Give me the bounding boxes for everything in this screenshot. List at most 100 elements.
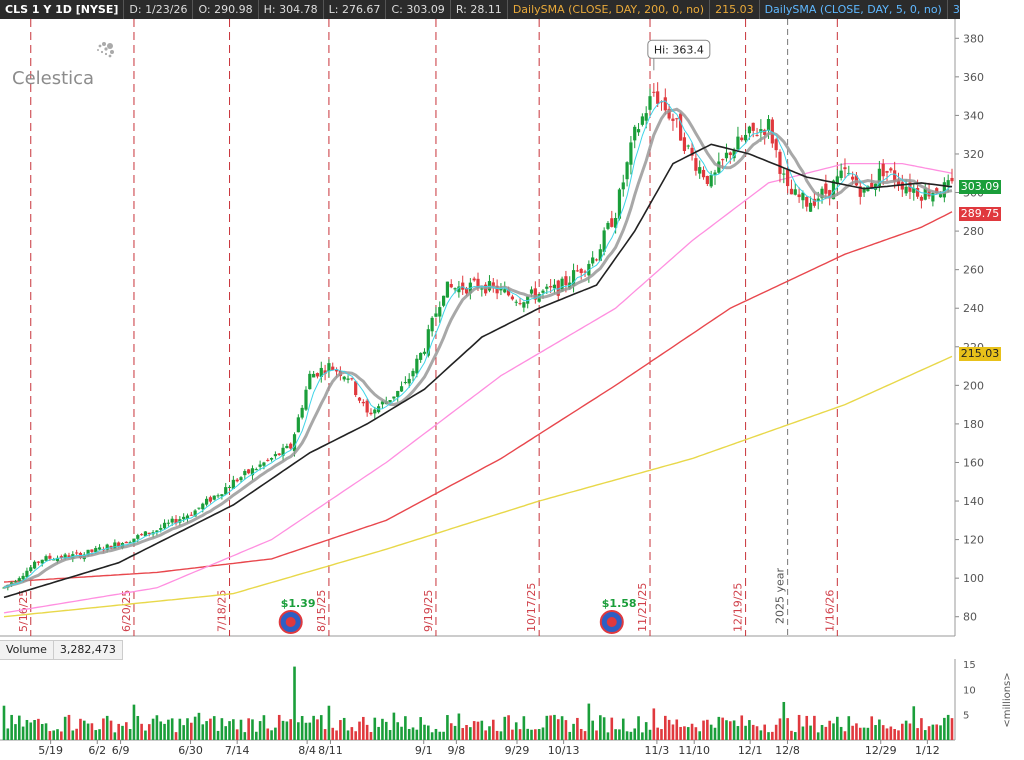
volume-bar — [629, 731, 633, 740]
volume-bar — [178, 718, 182, 740]
candle — [430, 316, 434, 337]
sma200-label[interactable]: DailySMA (CLOSE, DAY, 200, 0, no) — [508, 0, 711, 19]
volume-bar — [350, 727, 354, 740]
candle — [174, 515, 178, 526]
candle-body — [533, 288, 537, 300]
volume-bar — [878, 719, 881, 740]
candle — [736, 126, 740, 150]
candle-body — [269, 458, 274, 460]
candle-body — [289, 443, 293, 449]
candle — [140, 533, 144, 536]
volume-bar — [323, 729, 327, 740]
sma100-line — [3, 211, 953, 583]
candle-body — [759, 129, 763, 133]
candle-body — [239, 477, 243, 481]
candle-body — [789, 188, 794, 195]
candle — [40, 559, 44, 567]
volume-bar — [706, 719, 709, 740]
volume-bar — [415, 729, 419, 740]
candle-body — [75, 552, 79, 554]
volume-bar — [21, 726, 25, 740]
candle-body — [797, 194, 801, 198]
volume-bar — [434, 728, 438, 740]
volume-bar — [205, 721, 208, 740]
candle — [438, 301, 442, 324]
candle — [594, 258, 599, 262]
candle — [13, 579, 18, 583]
volume-bar — [151, 718, 155, 740]
candle-body — [942, 182, 946, 198]
candle-body — [843, 167, 847, 170]
candle — [701, 166, 706, 180]
candle-body — [713, 172, 717, 176]
candle — [227, 485, 232, 488]
candle — [640, 113, 644, 127]
candle — [434, 307, 438, 318]
candle-body — [201, 503, 205, 510]
candle-body — [851, 176, 855, 180]
candle — [617, 187, 622, 221]
candle-body — [602, 230, 606, 252]
candle-body — [426, 329, 430, 356]
candle-body — [571, 270, 576, 287]
candle — [606, 221, 610, 231]
volume-bar — [102, 718, 105, 740]
candle — [296, 414, 300, 433]
y-tick-label-240: 240 — [963, 302, 984, 315]
volume-bar — [446, 715, 449, 740]
candle — [824, 174, 828, 200]
candle — [407, 373, 411, 388]
candle-body — [782, 173, 786, 175]
symbol-label[interactable]: CLS 1 Y 1D [NYSE] — [0, 0, 125, 19]
candle — [808, 196, 813, 212]
y-tick-label-80: 80 — [963, 611, 977, 624]
volume-bar — [419, 717, 422, 740]
candle — [403, 376, 407, 385]
candle-body — [346, 378, 350, 380]
candle — [32, 560, 37, 570]
volume-bar — [113, 732, 117, 740]
candle-body — [25, 570, 29, 578]
candle — [300, 404, 304, 420]
candle-body — [170, 518, 174, 523]
candle — [75, 549, 79, 556]
candle-body — [778, 151, 782, 174]
event-marker-label: 7/18/25 — [216, 590, 229, 632]
candle-body — [281, 447, 285, 456]
volume-bar — [751, 724, 755, 740]
candle-body — [434, 313, 438, 317]
volume-bar — [304, 722, 308, 740]
volume-bar — [897, 730, 900, 740]
candle-body — [388, 400, 392, 402]
candle-body — [113, 542, 117, 549]
volume-bar — [449, 723, 453, 740]
candle — [552, 279, 557, 294]
volume-bar — [335, 730, 338, 740]
volume-bar — [610, 717, 614, 740]
volume-bar — [423, 724, 426, 740]
candle-body — [510, 296, 515, 300]
volume-bar — [167, 719, 170, 740]
candle-body — [132, 538, 136, 543]
candle — [709, 170, 713, 189]
candle-body — [411, 370, 415, 377]
candle-body — [262, 462, 266, 466]
candle-body — [365, 400, 369, 413]
candle-body — [652, 91, 656, 93]
volume-bar — [839, 726, 843, 740]
candle — [740, 135, 744, 142]
y-tick-label-120: 120 — [963, 534, 984, 547]
volume-bar — [140, 723, 143, 740]
volume-bar — [354, 731, 357, 740]
volume-bar — [6, 728, 10, 740]
candle — [801, 190, 805, 209]
candle-body — [514, 301, 518, 303]
x-tick-label: 12/29 — [865, 744, 897, 757]
volume-bar — [90, 723, 94, 740]
volume-bar — [599, 715, 602, 740]
volume-bar — [128, 729, 132, 740]
high-annotation-label: Hi: 363.4 — [654, 43, 704, 56]
candle-body — [786, 169, 790, 187]
sma5-label[interactable]: DailySMA (CLOSE, DAY, 5, 0, no) — [760, 0, 948, 19]
chart-header: CLS 1 Y 1D [NYSE] D: 1/23/26 O: 290.98 H… — [0, 0, 960, 19]
